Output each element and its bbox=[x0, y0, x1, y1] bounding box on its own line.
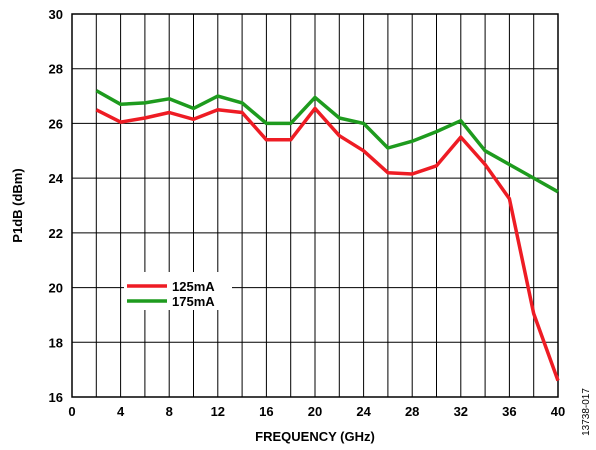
y-tick-label: 20 bbox=[49, 281, 63, 296]
chart-legend: 125mA 175mA bbox=[124, 272, 232, 310]
figure-id-label: 13738-017 bbox=[581, 388, 592, 436]
x-tick-label: 8 bbox=[166, 404, 173, 419]
y-axis-tick-labels: 16 18 20 22 24 26 28 30 bbox=[49, 7, 64, 405]
x-tick-label: 28 bbox=[405, 404, 419, 419]
plot-area-frame bbox=[71, 13, 559, 398]
legend-label-175ma: 175mA bbox=[172, 294, 215, 309]
x-tick-label: 36 bbox=[502, 404, 516, 419]
y-tick-label: 22 bbox=[49, 226, 63, 241]
x-tick-label: 0 bbox=[68, 404, 75, 419]
y-tick-label: 30 bbox=[49, 7, 63, 22]
x-tick-label: 32 bbox=[454, 404, 468, 419]
x-tick-label: 16 bbox=[259, 404, 273, 419]
x-axis-tick-labels: 0 4 8 12 16 20 24 28 32 36 40 bbox=[68, 404, 565, 419]
y-tick-label: 28 bbox=[49, 62, 63, 77]
legend-background bbox=[124, 272, 232, 310]
x-axis-title: FREQUENCY (GHz) bbox=[255, 429, 375, 444]
chart-gridlines bbox=[72, 14, 558, 397]
y-tick-label: 24 bbox=[49, 171, 64, 186]
series-line-125ma bbox=[95, 106, 560, 382]
x-tick-label: 40 bbox=[551, 404, 565, 419]
x-tick-label: 4 bbox=[117, 404, 125, 419]
y-tick-label: 26 bbox=[49, 116, 63, 131]
x-tick-label: 20 bbox=[308, 404, 322, 419]
y-tick-label: 18 bbox=[49, 335, 63, 350]
legend-label-125ma: 125mA bbox=[172, 279, 215, 294]
y-tick-label: 16 bbox=[49, 390, 63, 405]
x-tick-label: 12 bbox=[211, 404, 225, 419]
x-tick-label: 24 bbox=[356, 404, 371, 419]
series-line-175ma bbox=[95, 89, 559, 194]
y-axis-title: P1dB (dBm) bbox=[10, 168, 25, 242]
series-lines bbox=[95, 89, 560, 382]
